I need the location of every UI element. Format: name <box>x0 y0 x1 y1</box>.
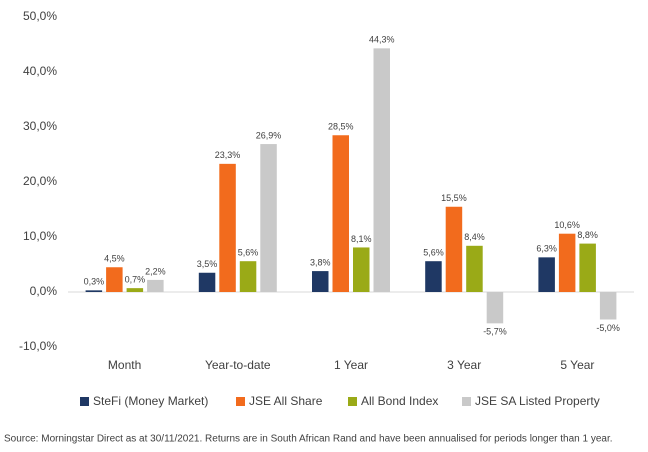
value-label: 5,6% <box>423 248 444 258</box>
y-tick-label: 40,0% <box>23 64 57 78</box>
legend-label: SteFi (Money Market) <box>93 394 208 408</box>
value-label: 8,8% <box>577 230 598 240</box>
legend-swatch <box>236 397 245 406</box>
value-label: 15,5% <box>441 193 467 203</box>
bar <box>486 292 504 324</box>
value-label: 3,5% <box>197 259 218 269</box>
legend-label: JSE SA Listed Property <box>475 394 600 408</box>
bar <box>198 272 216 292</box>
value-label: 26,9% <box>256 130 282 140</box>
legend-swatch <box>348 397 357 406</box>
bar <box>373 48 390 292</box>
value-label: 0,3% <box>84 277 105 287</box>
value-label: 4,5% <box>104 254 125 264</box>
bar <box>260 144 277 292</box>
bar <box>425 261 442 292</box>
bar <box>219 163 236 292</box>
value-label: 8,4% <box>464 232 485 242</box>
value-label: 28,5% <box>328 122 354 132</box>
bar <box>332 135 349 292</box>
bar <box>126 288 144 292</box>
y-tick-label: 0,0% <box>30 284 58 298</box>
value-label: 8,1% <box>351 234 372 244</box>
value-label: 44,3% <box>369 35 395 45</box>
value-label: 0,7% <box>125 275 146 285</box>
x-tick-label: 5 Year <box>560 358 594 372</box>
value-label: 5,6% <box>238 248 259 258</box>
legend-label: JSE All Share <box>249 394 323 408</box>
x-tick-label: 1 Year <box>334 358 368 372</box>
legend-swatch <box>80 397 89 406</box>
y-tick-label: 50,0% <box>23 9 57 23</box>
bar <box>312 271 329 292</box>
bar <box>599 292 617 320</box>
bar <box>85 290 103 292</box>
source-note: Source: Morningstar Direct as at 30/11/2… <box>4 434 613 445</box>
value-label: -5,0% <box>596 323 620 333</box>
bar <box>466 245 483 292</box>
x-tick-label: Month <box>108 358 141 372</box>
legend-swatch <box>462 397 471 406</box>
value-label: 6,3% <box>536 244 557 254</box>
value-label: -5,7% <box>483 327 507 337</box>
y-tick-label: 20,0% <box>23 174 57 188</box>
value-label: 23,3% <box>215 150 241 160</box>
bar <box>445 206 463 292</box>
bar <box>239 261 257 292</box>
y-tick-label: 10,0% <box>23 229 57 243</box>
value-label: 3,8% <box>310 257 331 267</box>
bar <box>147 279 164 292</box>
y-tick-label: -10,0% <box>19 339 57 353</box>
bar <box>106 267 123 292</box>
y-tick-label: 30,0% <box>23 119 57 133</box>
legend-label: All Bond Index <box>361 394 438 408</box>
bar <box>538 257 555 292</box>
bar <box>558 233 576 292</box>
x-tick-label: Year-to-date <box>205 358 271 372</box>
bar <box>353 247 370 292</box>
bar <box>579 243 596 292</box>
x-tick-label: 3 Year <box>447 358 481 372</box>
value-label: 10,6% <box>554 220 580 230</box>
value-label: 2,2% <box>145 266 166 276</box>
